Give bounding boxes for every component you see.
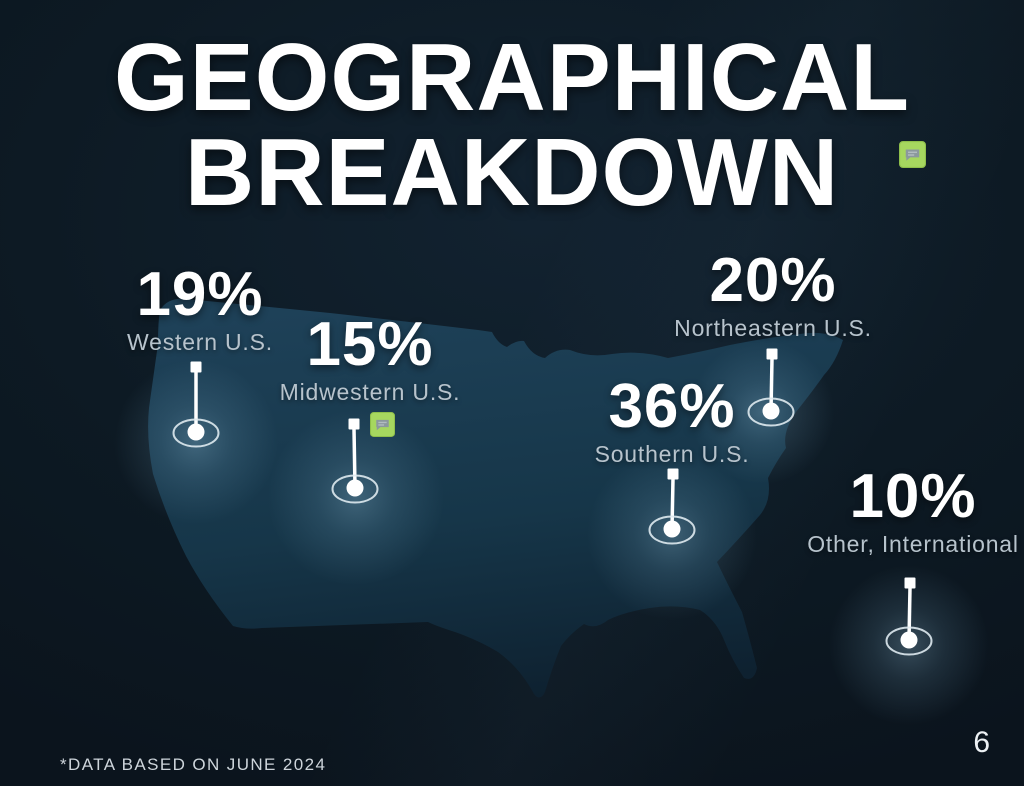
- map-pin-other: [885, 577, 933, 656]
- comment-bubble-icon: [899, 141, 926, 168]
- region-stat-southern: 36% Southern U.S.: [547, 376, 797, 468]
- map-pin-southern: [648, 468, 696, 545]
- slide-title-line2: BREAKDOWN: [184, 119, 840, 226]
- slide-title-line1: GEOGRAPHICAL: [113, 24, 911, 131]
- region-label: Midwestern U.S.: [279, 379, 461, 405]
- region-stat-other-international: 10% Other, International: [783, 466, 1024, 558]
- region-stat-northeastern: 20% Northeastern U.S.: [648, 250, 898, 342]
- pin-glow-western: [114, 360, 278, 524]
- pin-glow-northeastern: [690, 340, 834, 484]
- region-percent: 19%: [136, 260, 264, 329]
- region-label: Northeastern U.S.: [674, 315, 872, 341]
- slide-title: GEOGRAPHICAL BREAKDOWN: [0, 24, 1024, 226]
- data-footnote: *DATA BASED ON JUNE 2024: [60, 755, 327, 774]
- region-percent: 36%: [608, 372, 736, 441]
- region-percent: 15%: [306, 310, 434, 379]
- region-percent: 10%: [849, 462, 977, 531]
- map-pin-western: [172, 361, 220, 448]
- pin-glow-midwestern: [268, 410, 444, 586]
- map-pin-northeastern: [747, 348, 795, 427]
- region-percent: 20%: [709, 246, 837, 315]
- page-number: 6: [973, 726, 990, 759]
- region-stat-midwestern: 15% Midwestern U.S.: [245, 314, 495, 406]
- region-stat-western: 19% Western U.S.: [75, 264, 325, 356]
- map-pin-midwestern: [331, 418, 379, 504]
- region-label: Southern U.S.: [594, 441, 750, 467]
- comment-bubble-icon: [370, 412, 395, 437]
- region-label: Western U.S.: [127, 329, 273, 355]
- comment-marker-icon[interactable]: [370, 412, 395, 437]
- comment-marker-icon[interactable]: [899, 141, 926, 168]
- region-label: Other, International: [807, 531, 1019, 557]
